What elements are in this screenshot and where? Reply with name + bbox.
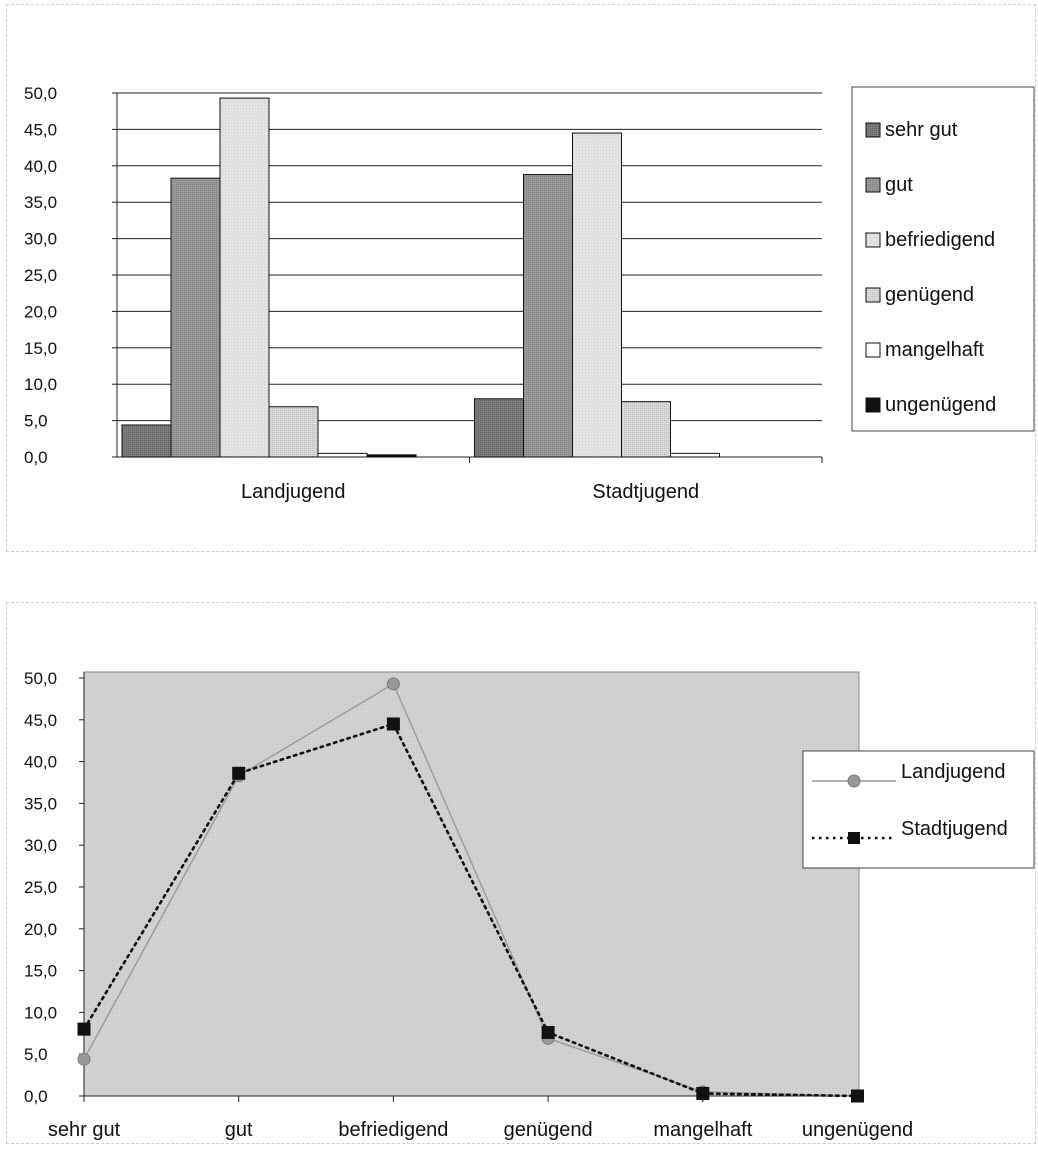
bar-befriedigend-stadtjugend (572, 132, 622, 458)
y-tick-label: 40,0 (24, 753, 57, 772)
legend-marker-landjugend (847, 774, 861, 788)
y-tick-label: 20,0 (24, 302, 57, 321)
point-stadtjugend-sehr-gut (77, 1022, 91, 1036)
y-tick-label: 25,0 (24, 266, 57, 285)
legend-label-sehr-gut: sehr gut (885, 119, 958, 141)
bar-mangelhaft-stadtjugend (670, 452, 720, 458)
plot-area (83, 671, 860, 1097)
y-tick-label: 30,0 (24, 230, 57, 249)
legend-swatch-gen-gend (865, 287, 881, 303)
y-tick-label: 50,0 (24, 669, 57, 688)
y-tick-label: 5,0 (24, 412, 48, 431)
line-landjugend (83, 682, 859, 1097)
x-tick-label: gut (225, 1119, 253, 1141)
bar-befriedigend-landjugend (219, 97, 270, 458)
bar-chart-frame (6, 4, 1036, 552)
point-landjugend-sehr-gut (77, 1052, 91, 1066)
bar-gut-stadtjugend (523, 174, 573, 458)
legend-swatch-mangelhaft (865, 342, 881, 358)
x-tick-label: Stadtjugend (592, 481, 699, 503)
legend-swatch-sehr-gut (865, 122, 881, 138)
legend-swatch-gut (865, 177, 881, 193)
bar-gen-gend-landjugend (268, 406, 319, 458)
legend-box (851, 86, 1035, 432)
y-tick-label: 45,0 (24, 711, 57, 730)
legend-label-stadtjugend: Stadtjugend (901, 818, 1008, 840)
y-tick-label: 0,0 (24, 1087, 48, 1106)
legend-label-mangelhaft: mangelhaft (885, 339, 984, 361)
x-tick-label: Landjugend (241, 481, 346, 503)
point-stadtjugend-mangelhaft (696, 1086, 710, 1100)
y-tick-label: 25,0 (24, 878, 57, 897)
legend-label-gut: gut (885, 174, 913, 196)
bar-sehr-gut-stadtjugend (474, 398, 524, 458)
point-landjugend-befriedigend (386, 677, 400, 691)
y-tick-label: 40,0 (24, 157, 57, 176)
y-tick-label: 30,0 (24, 836, 57, 855)
legend-label-landjugend: Landjugend (901, 761, 1006, 783)
y-tick-label: 10,0 (24, 1003, 57, 1022)
y-tick-label: 15,0 (24, 962, 57, 981)
legend-label-gen-gend: genügend (885, 284, 974, 306)
legend-label-ungen-gend: ungenügend (885, 394, 996, 416)
line-chart-frame (6, 602, 1036, 1144)
point-stadtjugend-befriedigend (386, 717, 400, 731)
bar-gen-gend-stadtjugend (621, 401, 671, 458)
x-tick-label: ungenügend (802, 1119, 913, 1141)
legend-marker-stadtjugend (848, 832, 860, 844)
point-stadtjugend-ungen-gend (851, 1089, 864, 1103)
y-tick-label: 35,0 (24, 794, 57, 813)
point-stadtjugend-gen-gend (541, 1025, 555, 1039)
bar-gut-landjugend (170, 177, 221, 458)
y-tick-label: 15,0 (24, 339, 57, 358)
bar-ungen-gend-landjugend (366, 454, 417, 458)
x-tick-label: befriedigend (338, 1119, 448, 1141)
x-tick-label: genügend (504, 1119, 593, 1141)
y-tick-label: 10,0 (24, 375, 57, 394)
point-stadtjugend-gut (232, 766, 246, 780)
x-tick-label: mangelhaft (653, 1119, 752, 1141)
legend-box (802, 750, 1035, 869)
bar-chart: 0,0 5,0 10,0 15,0 20,0 25,0 30,0 35,0 40,0 45,0 50… (24, 84, 1035, 503)
y-tick-label: 50,0 (24, 84, 57, 103)
y-tick-label: 35,0 (24, 193, 57, 212)
legend-label-befriedigend: befriedigend (885, 229, 995, 251)
legend-swatch-ungen-gend (865, 397, 881, 413)
y-tick-label: 45,0 (24, 120, 57, 139)
x-tick-label: sehr gut (48, 1119, 121, 1141)
y-tick-label: 5,0 (24, 1045, 48, 1064)
y-tick-label: 20,0 (24, 920, 57, 939)
y-tick-label: 0,0 (24, 448, 48, 467)
legend-swatch-befriedigend (865, 232, 881, 248)
